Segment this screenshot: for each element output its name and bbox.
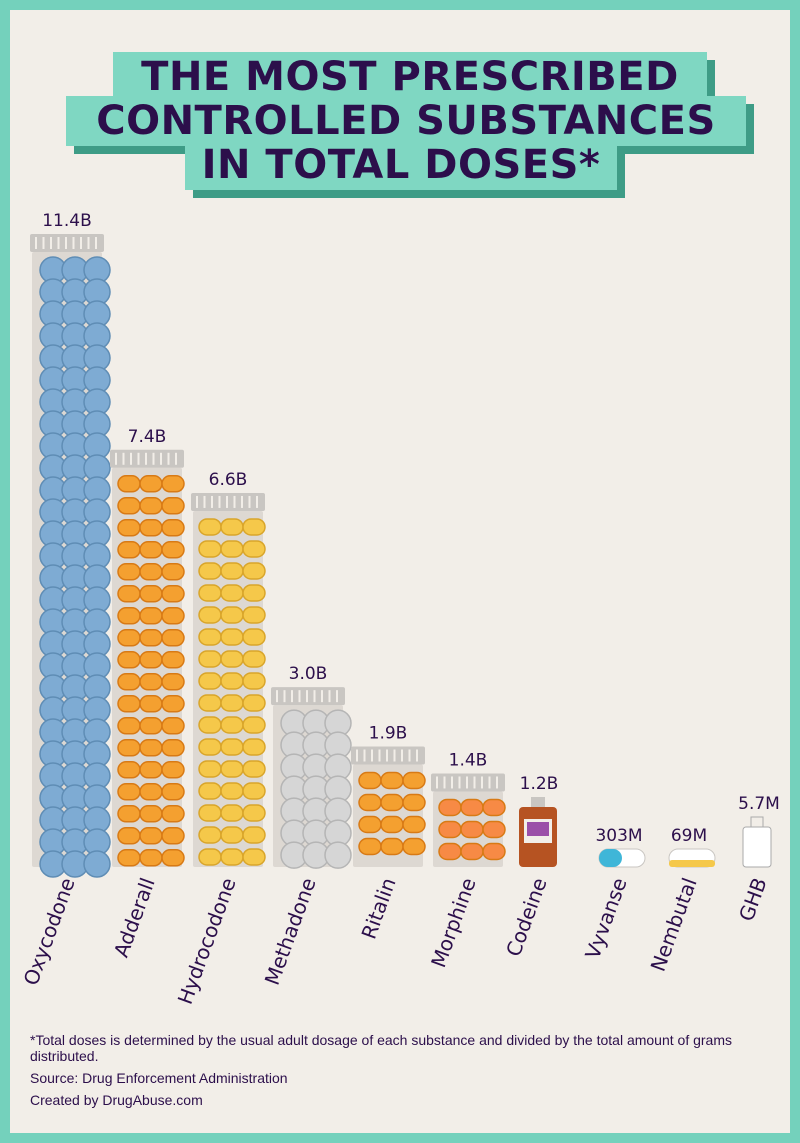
category-label-adderall: Adderall bbox=[109, 875, 160, 961]
bar-ghb bbox=[742, 826, 772, 868]
value-label-adderall: 7.4B bbox=[128, 427, 167, 447]
category-label-vyvanse: Vyvanse bbox=[580, 875, 631, 963]
pills-ritalin bbox=[358, 771, 426, 856]
pills-hydrocodone bbox=[198, 518, 266, 866]
pills-methadone bbox=[280, 709, 352, 869]
fill-vyvanse bbox=[599, 849, 622, 867]
value-label-ghb: 5.7M bbox=[738, 794, 780, 814]
notes: *Total doses is determined by the usual … bbox=[30, 1032, 770, 1114]
value-label-oxycodone: 11.4B bbox=[42, 211, 92, 231]
title-block: THE MOST PRESCRIBED CONTROLLED SUBSTANCE… bbox=[10, 10, 790, 210]
infographic-frame: THE MOST PRESCRIBED CONTROLLED SUBSTANCE… bbox=[10, 10, 790, 1133]
value-label-vyvanse: 303M bbox=[595, 826, 642, 846]
neck-ghb bbox=[750, 816, 764, 828]
category-label-morphine: Morphine bbox=[426, 875, 481, 971]
credit-line: Created by DrugAbuse.com bbox=[30, 1092, 203, 1108]
value-label-nembutal: 69M bbox=[671, 826, 707, 846]
pills-adderall bbox=[117, 475, 185, 867]
value-label-methadone: 3.0B bbox=[289, 664, 328, 684]
title-line-2: CONTROLLED SUBSTANCES bbox=[96, 98, 716, 144]
category-label-oxycodone: Oxycodone bbox=[19, 875, 80, 989]
value-label-hydrocodone: 6.6B bbox=[209, 470, 248, 490]
pills-oxycodone bbox=[39, 256, 111, 878]
value-label-codeine: 1.2B bbox=[520, 774, 559, 794]
value-label-morphine: 1.4B bbox=[449, 750, 488, 770]
category-label-ghb: GHB bbox=[734, 875, 772, 925]
label-mark-codeine bbox=[527, 822, 549, 836]
category-label-codeine: Codeine bbox=[501, 875, 552, 960]
category-label-ritalin: Ritalin bbox=[356, 875, 400, 943]
category-label-methadone: Methadone bbox=[260, 875, 321, 989]
title-line-1: THE MOST PRESCRIBED bbox=[141, 54, 679, 100]
cap-codeine bbox=[531, 797, 545, 807]
category-label-nembutal: Nembutal bbox=[646, 875, 702, 975]
pills-morphine bbox=[438, 798, 506, 861]
footnote: *Total doses is determined by the usual … bbox=[30, 1032, 732, 1064]
category-label-hydrocodone: Hydrocodone bbox=[173, 875, 241, 1008]
value-label-ritalin: 1.9B bbox=[369, 724, 408, 744]
title-line-3: IN TOTAL DOSES* bbox=[201, 142, 601, 188]
bar-chart: 11.4B Oxycodone 7.4B Adderall 6.6B Hydrocodon… bbox=[19, 211, 780, 1008]
fill-nembutal bbox=[669, 860, 715, 867]
source-line: Source: Drug Enforcement Administration bbox=[30, 1070, 288, 1086]
